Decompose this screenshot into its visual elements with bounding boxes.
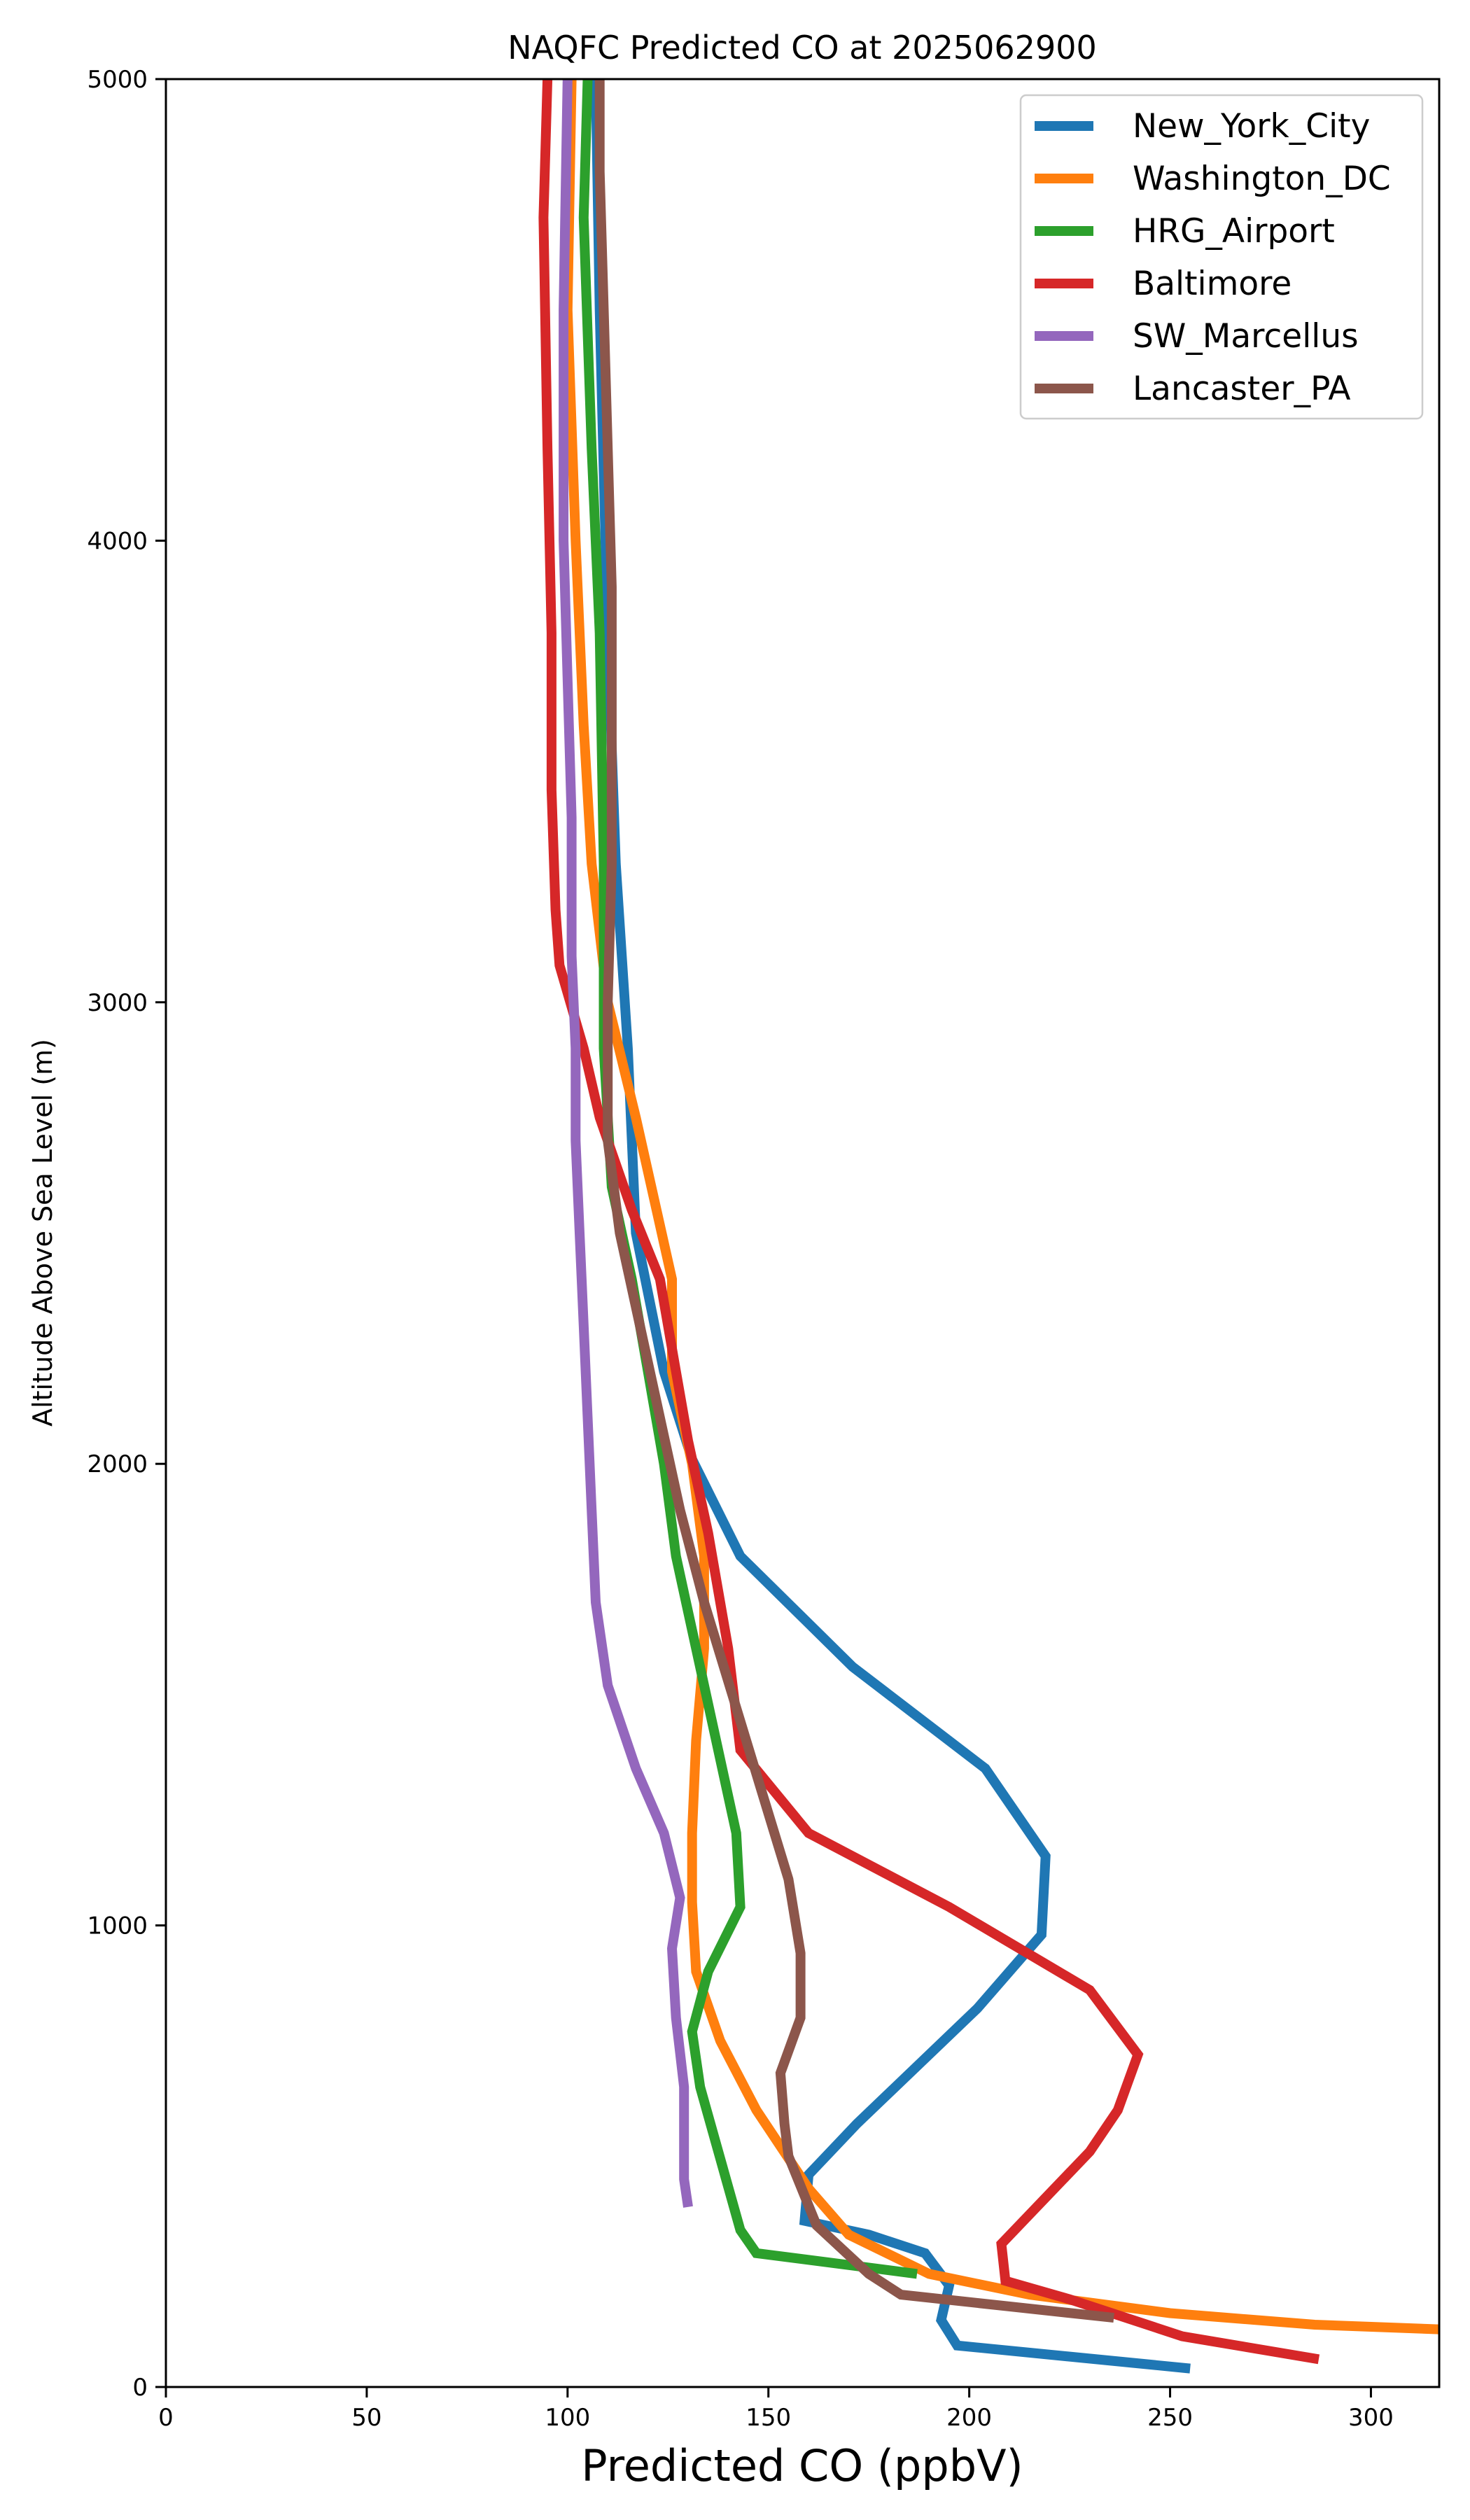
series-line-baltimore xyxy=(538,79,1320,2365)
series-line-lancaster-pa xyxy=(594,79,1114,2323)
legend-label-sw-marcellus: SW_Marcellus xyxy=(1133,317,1359,356)
x-tick-label: 0 xyxy=(158,2404,174,2432)
chart-title: NAQFC Predicted CO at 2025062900 xyxy=(507,29,1097,66)
legend-label-washington-dc: Washington_DC xyxy=(1133,160,1391,198)
x-axis: 0 50 100 150 200 250 300 xyxy=(158,2387,1394,2432)
y-tick-label: 2000 xyxy=(87,1450,148,1478)
series-line-new-york-city xyxy=(591,79,1191,2374)
plot-frame xyxy=(164,78,1441,2388)
x-tick-label: 250 xyxy=(1147,2404,1193,2432)
y-axis-label: Altitude Above Sea Level (m) xyxy=(27,1039,58,1427)
legend-label-baltimore: Baltimore xyxy=(1133,265,1292,303)
series-line-sw-marcellus xyxy=(559,79,693,2208)
legend-label-new-york-city: New_York_City xyxy=(1133,107,1370,146)
series-line-washington-dc xyxy=(562,79,1439,2334)
series-line-hrg-airport xyxy=(578,79,918,2279)
y-tick-label: 5000 xyxy=(87,66,148,94)
y-tick-label: 1000 xyxy=(87,1912,148,1940)
legend-label-lancaster-pa: Lancaster_PA xyxy=(1133,370,1351,408)
y-axis: 0 1000 2000 3000 4000 5000 xyxy=(87,66,166,2402)
x-tick-label: 50 xyxy=(351,2404,382,2432)
x-tick-label: 300 xyxy=(1348,2404,1394,2432)
x-tick-label: 200 xyxy=(946,2404,992,2432)
legend-label-hrg-airport: HRG_Airport xyxy=(1133,212,1335,251)
plot-series xyxy=(538,79,1439,2374)
y-tick-label: 3000 xyxy=(87,989,148,1017)
y-tick-label: 0 xyxy=(132,2374,148,2402)
x-axis-label: Predicted CO (ppbV) xyxy=(581,2440,1023,2491)
x-tick-label: 100 xyxy=(545,2404,590,2432)
legend-box xyxy=(1019,94,1424,420)
y-tick-label: 4000 xyxy=(87,527,148,555)
x-tick-label: 150 xyxy=(746,2404,791,2432)
legend: New_York_City Washington_DC HRG_Airport Bal… xyxy=(1019,94,1424,420)
